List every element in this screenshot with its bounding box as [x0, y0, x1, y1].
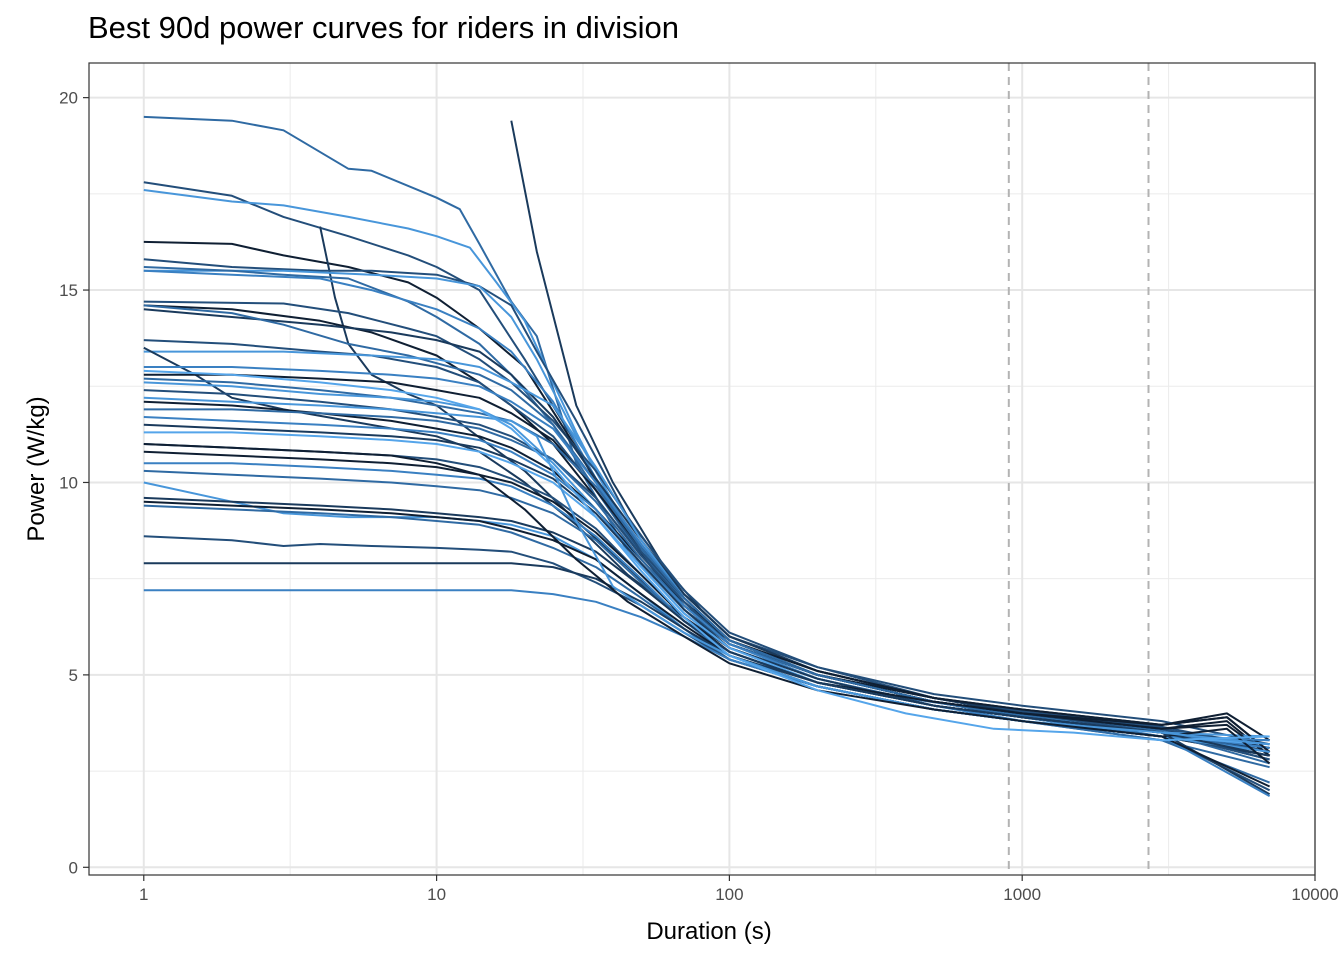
series-line-41 [143, 369, 1270, 742]
series-line-40 [143, 443, 1271, 788]
x-tick-label: 1 [139, 885, 148, 904]
y-axis: 0 5 10 15 20 [59, 89, 89, 877]
y-axis-title: Power (W/kg) [23, 396, 50, 541]
series-line-7 [143, 258, 1270, 746]
plot-panel [89, 63, 1315, 875]
y-tick-label: 15 [59, 281, 78, 300]
plot-border [88, 62, 1316, 876]
chart-title: Best 90d power curves for riders in divi… [88, 10, 679, 45]
y-tick-label: 10 [59, 473, 78, 492]
x-tick-label: 10 [427, 885, 446, 904]
x-axis: 1 10 100 1000 10000 [139, 875, 1339, 904]
series-line-13 [143, 308, 1270, 753]
series-line-29 [143, 450, 1271, 753]
x-tick-label: 1000 [1003, 885, 1041, 904]
x-axis-title: Duration (s) [646, 918, 771, 945]
y-tick-label: 20 [59, 89, 78, 108]
x-tick-label: 10000 [1291, 885, 1338, 904]
series-layer [143, 115, 1271, 797]
major-gridlines [89, 63, 1316, 875]
y-tick-label: 0 [69, 858, 78, 877]
series-line-24 [143, 408, 1270, 765]
y-tick-label: 5 [69, 666, 78, 685]
series-line-30 [143, 462, 1270, 742]
x-tick-label: 100 [715, 885, 743, 904]
series-line-18 [143, 373, 1271, 753]
